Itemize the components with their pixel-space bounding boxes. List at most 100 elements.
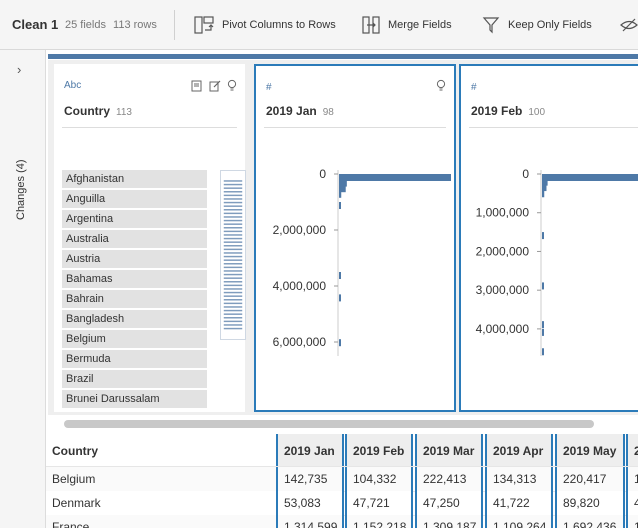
table-cell[interactable]: 134,313 — [485, 467, 553, 491]
list-item[interactable]: Bahamas — [62, 270, 207, 288]
field-name-label: Country — [64, 104, 110, 118]
value-overview-scrollbar[interactable] — [220, 170, 246, 340]
histogram-bar[interactable] — [339, 272, 341, 279]
tick-label: 0 — [522, 167, 529, 181]
horizontal-scrollbar[interactable] — [64, 420, 594, 428]
eye-slash-icon — [620, 18, 638, 32]
overview-line — [223, 284, 243, 287]
overview-line — [223, 263, 243, 265]
overview-line — [223, 209, 243, 211]
list-item[interactable]: Brazil — [62, 370, 207, 388]
table-cell[interactable]: 1,692,436 — [555, 515, 625, 528]
list-item[interactable]: Argentina — [62, 210, 207, 228]
tick-label: 4,000,000 — [476, 322, 530, 336]
lightbulb-icon[interactable] — [227, 79, 237, 92]
list-item[interactable]: Australia — [62, 230, 207, 248]
histogram-2019-feb[interactable]: 0 1,000,000 2,000,000 3,000,000 4,000,000 — [461, 156, 638, 406]
table-cell[interactable]: 222,413 — [415, 467, 483, 491]
list-item[interactable]: Anguilla — [62, 190, 207, 208]
field-name-country[interactable]: Country 113 — [64, 104, 132, 118]
tick-label: 0 — [319, 167, 326, 181]
histogram-2019-jan[interactable]: 0 2,000,000 4,000,000 6,000,000 — [256, 156, 454, 406]
table-cell[interactable]: 1,152,218 — [345, 515, 413, 528]
histogram-bar[interactable] — [339, 190, 342, 198]
list-item[interactable]: Belgium — [62, 330, 207, 348]
pencil-icon[interactable] — [209, 80, 221, 92]
column-header-next[interactable]: 2 — [626, 434, 638, 466]
histogram-bar[interactable] — [542, 232, 544, 240]
table-cell[interactable]: 89,820 — [555, 491, 625, 515]
profile-card-country[interactable]: Abc Country 113 Afghanistan Anguilla Arge… — [54, 64, 246, 412]
table-cell[interactable]: 220,417 — [555, 467, 625, 491]
string-type-icon[interactable]: Abc — [64, 80, 82, 91]
table-cell[interactable]: 1,314,599 — [276, 515, 344, 528]
list-item[interactable]: Bahrain — [62, 290, 207, 308]
table-cell[interactable]: 142,735 — [276, 467, 344, 491]
column-header-2019-feb[interactable]: 2019 Feb — [345, 434, 413, 466]
table-cell-country[interactable]: Denmark — [46, 491, 276, 515]
histogram-bar[interactable] — [542, 321, 544, 329]
merge-fields-button[interactable]: Merge Fields — [362, 14, 452, 36]
list-item[interactable]: Brunei Darussalam — [62, 390, 207, 408]
column-header-2019-jan[interactable]: 2019 Jan — [276, 434, 344, 466]
histogram-bar[interactable] — [339, 294, 341, 302]
chevron-right-icon[interactable]: › — [17, 62, 22, 77]
histogram-bar[interactable] — [542, 190, 545, 198]
overview-line — [223, 248, 243, 251]
overview-line — [223, 309, 243, 312]
table-cell-country[interactable]: France — [46, 515, 276, 528]
column-header-2019-apr[interactable]: 2019 Apr — [485, 434, 553, 466]
histogram-bar[interactable] — [542, 348, 544, 356]
table-cell[interactable]: 1,109,264 — [485, 515, 553, 528]
table-cell[interactable]: 47,250 — [415, 491, 483, 515]
table-cell-country[interactable]: Belgium — [46, 467, 276, 491]
histogram-bar[interactable] — [542, 174, 638, 181]
number-type-icon[interactable]: # — [266, 82, 272, 93]
tick-label: 4,000,000 — [273, 279, 327, 293]
histogram-bar[interactable] — [339, 174, 451, 181]
profile-card-2019-jan[interactable]: # 2019 Jan 98 0 2,000,000 4,000,000 6,000,00… — [254, 64, 456, 412]
list-item[interactable]: Afghanistan — [62, 170, 207, 188]
changes-toggle[interactable]: Changes (4) — [15, 159, 27, 220]
list-item[interactable]: Austria — [62, 250, 207, 268]
column-header-country[interactable]: Country — [46, 434, 276, 466]
field-name-2019-feb[interactable]: 2019 Feb 100 — [471, 104, 545, 118]
overview-line — [223, 237, 243, 240]
field-name-label: 2019 Jan — [266, 104, 317, 118]
field-name-2019-jan[interactable]: 2019 Jan 98 — [266, 104, 334, 118]
table-cell[interactable]: 104,332 — [345, 467, 413, 491]
overview-line — [223, 230, 243, 233]
histogram-bar[interactable] — [339, 185, 346, 193]
lightbulb-icon[interactable] — [436, 79, 446, 92]
table-cell[interactable]: 1 — [626, 467, 638, 491]
histogram-bar[interactable] — [542, 184, 547, 192]
histogram-bar[interactable] — [542, 282, 544, 290]
column-header-2019-mar[interactable]: 2019 Mar — [415, 434, 483, 466]
overview-line — [223, 270, 243, 272]
pivot-columns-button[interactable]: Pivot Columns to Rows — [194, 14, 336, 36]
histogram-bar[interactable] — [339, 339, 341, 347]
overview-line — [223, 234, 243, 236]
profile-card-2019-feb[interactable]: # 2019 Feb 100 0 1,000,000 2,000,000 3,000,0… — [459, 64, 638, 412]
list-item[interactable]: Bermuda — [62, 350, 207, 368]
table-cell[interactable]: 41,722 — [485, 491, 553, 515]
overview-line — [223, 201, 243, 204]
keep-only-fields-button[interactable]: Keep Only Fields — [482, 14, 592, 36]
histogram-bar[interactable] — [339, 179, 347, 187]
histogram-bar[interactable] — [542, 178, 548, 186]
histogram-bar[interactable] — [339, 202, 341, 209]
hide-fields-button[interactable] — [620, 14, 638, 36]
edit-values-icon[interactable] — [191, 80, 203, 92]
table-cell[interactable]: 47,721 — [345, 491, 413, 515]
pivot-icon — [194, 16, 214, 34]
list-item[interactable]: Bangladesh — [62, 310, 207, 328]
overview-line — [223, 219, 243, 222]
table-cell[interactable]: 1 — [626, 515, 638, 528]
table-cell[interactable]: 53,083 — [276, 491, 344, 515]
table-cell[interactable]: 4 — [626, 491, 638, 515]
histogram-bar[interactable] — [542, 328, 544, 336]
table-cell[interactable]: 1,309,187 — [415, 515, 483, 528]
value-list[interactable]: Afghanistan Anguilla Argentina Australia… — [62, 170, 207, 410]
column-header-2019-may[interactable]: 2019 May — [555, 434, 625, 466]
number-type-icon[interactable]: # — [471, 82, 477, 93]
